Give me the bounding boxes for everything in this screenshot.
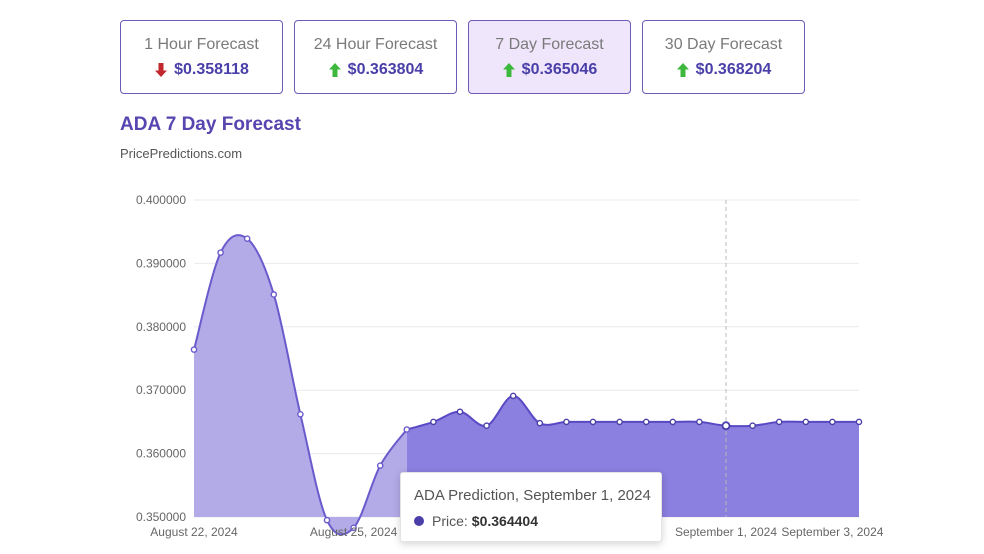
y-tick-label: 0.380000 — [136, 320, 186, 334]
forecast-card-1h[interactable]: 1 Hour Forecast $0.358118 — [120, 20, 283, 94]
card-value-row: $0.368204 — [676, 60, 772, 80]
data-point — [589, 418, 597, 426]
data-point — [829, 418, 836, 426]
history-line — [193, 234, 408, 536]
data-point — [270, 291, 278, 298]
forecast-card-30d[interactable]: 30 Day Forecast $0.368204 — [642, 20, 805, 94]
data-point — [483, 422, 490, 430]
data-point — [802, 418, 810, 426]
tooltip-value: $0.364404 — [471, 513, 538, 529]
data-point — [350, 524, 357, 532]
data-point — [855, 418, 863, 426]
data-point — [297, 410, 304, 418]
x-tick-label: August 22, 2024 — [150, 525, 238, 539]
y-tick-label: 0.390000 — [136, 256, 186, 270]
data-point — [775, 418, 783, 426]
y-tick-label: 0.370000 — [136, 383, 186, 397]
data-point — [376, 462, 384, 469]
x-tick-label: September 1, 2024 — [675, 525, 777, 539]
data-point — [456, 408, 464, 416]
card-label: 7 Day Forecast — [495, 35, 604, 53]
data-point — [509, 392, 517, 400]
data-point — [430, 418, 437, 426]
arrow-up-icon — [328, 62, 341, 77]
data-point — [323, 516, 331, 524]
tooltip-title: ADA Prediction, September 1, 2024 — [414, 487, 651, 504]
forecast-cards: 1 Hour Forecast $0.358118 24 Hour Foreca… — [120, 20, 805, 94]
data-point — [190, 346, 198, 353]
series-dot-icon — [414, 516, 424, 526]
tooltip-row: Price: $0.364404 — [414, 513, 661, 529]
y-tick-label: 0.350000 — [136, 510, 186, 524]
data-point — [749, 422, 756, 430]
arrow-down-icon — [155, 62, 168, 77]
card-label: 30 Day Forecast — [664, 35, 783, 53]
data-point — [563, 418, 570, 426]
forecast-card-24h[interactable]: 24 Hour Forecast $0.363804 — [294, 20, 457, 94]
forecast-card-7d[interactable]: 7 Day Forecast $0.365046 — [468, 20, 631, 94]
card-value-row: $0.358118 — [154, 60, 249, 80]
tooltip-label: Price: — [432, 513, 468, 529]
card-value: $0.358118 — [174, 60, 249, 78]
data-point — [403, 426, 411, 433]
card-value: $0.365046 — [521, 60, 598, 78]
chart-tooltip: ADA Prediction, September 1, 2024 Price:… — [400, 472, 662, 542]
arrow-up-icon — [502, 62, 515, 77]
chart-title: ADA 7 Day Forecast — [120, 114, 301, 135]
card-value: $0.368204 — [695, 60, 772, 78]
data-point — [669, 418, 677, 426]
x-tick-label: September 3, 2024 — [781, 525, 883, 539]
x-tick-label: August 25, 2024 — [310, 525, 398, 539]
arrow-up-icon — [676, 62, 689, 77]
data-point — [696, 418, 703, 426]
card-value: $0.363804 — [347, 60, 424, 78]
card-value-row: $0.363804 — [328, 60, 424, 80]
card-value-row: $0.365046 — [502, 60, 598, 80]
card-label: 24 Hour Forecast — [313, 35, 438, 53]
data-point — [536, 419, 544, 427]
data-point — [642, 418, 650, 426]
card-label: 1 Hour Forecast — [144, 35, 259, 53]
history-area — [194, 235, 407, 535]
active-data-point — [721, 421, 731, 431]
chart-subtitle: PricePredictions.com — [120, 146, 243, 161]
y-tick-label: 0.360000 — [136, 447, 186, 461]
data-point — [217, 249, 224, 256]
y-tick-label: 0.400000 — [136, 193, 186, 207]
data-point — [243, 235, 251, 242]
data-point — [616, 418, 623, 426]
